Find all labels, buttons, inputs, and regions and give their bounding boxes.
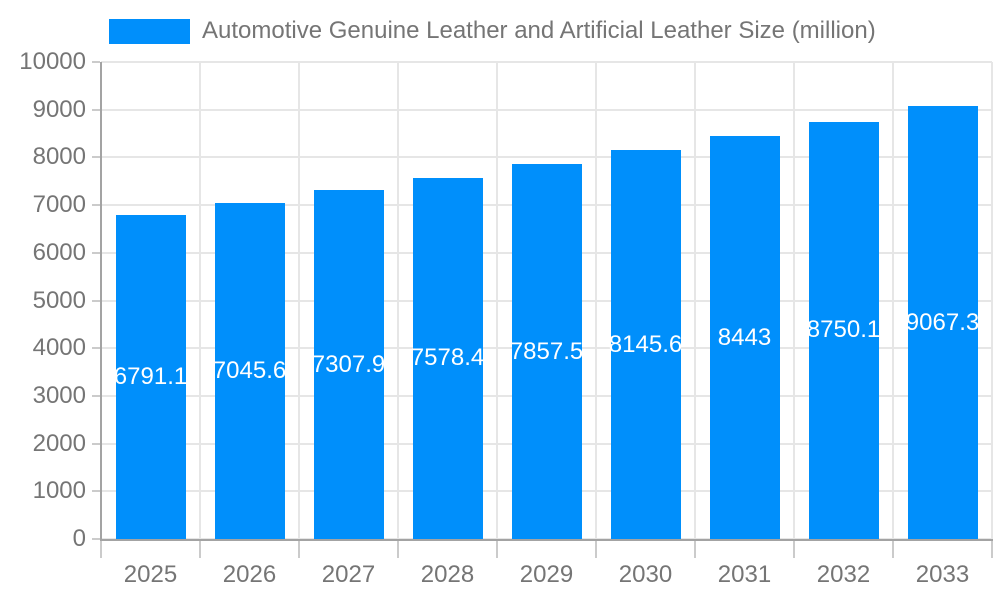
- y-axis-tick-label: 8000: [32, 143, 86, 171]
- vertical-gridline: [496, 62, 498, 539]
- x-axis-tick: [595, 541, 597, 558]
- x-axis-tick-label: 2028: [420, 561, 475, 588]
- bar-2026: [214, 202, 285, 539]
- bar-value-label: 8145.6: [608, 330, 683, 358]
- y-axis-tick: [92, 442, 100, 445]
- x-axis-tick: [991, 541, 993, 558]
- bar-value-label: 6791.1: [113, 363, 188, 391]
- legend: Automotive Genuine Leather and Artificia…: [109, 17, 876, 45]
- vertical-gridline: [892, 62, 894, 539]
- bar-value-label: 9067.3: [905, 308, 980, 336]
- horizontal-gridline: [101, 108, 992, 111]
- y-axis-line: [100, 62, 102, 541]
- x-axis-tick: [694, 541, 696, 558]
- vertical-gridline: [991, 62, 993, 539]
- legend-label: Automotive Genuine Leather and Artificia…: [202, 17, 876, 44]
- y-axis-tick: [92, 204, 100, 207]
- x-axis-tick: [496, 541, 498, 558]
- x-axis-tick-label: 2026: [222, 561, 277, 588]
- bar-2028: [412, 177, 483, 539]
- horizontal-gridline: [101, 156, 992, 159]
- vertical-gridline: [199, 62, 201, 539]
- vertical-gridline: [397, 62, 399, 539]
- x-axis-tick: [298, 541, 300, 558]
- y-axis-tick-label: 5000: [32, 286, 86, 314]
- vertical-gridline: [793, 62, 795, 539]
- bar-2033: [907, 106, 978, 539]
- x-axis-tick: [397, 541, 399, 558]
- x-axis-tick-label: 2031: [717, 561, 772, 588]
- bar-2030: [610, 150, 681, 539]
- vertical-gridline: [595, 62, 597, 539]
- y-axis-tick-label: 3000: [32, 381, 86, 409]
- horizontal-gridline: [101, 61, 992, 63]
- plot-area: 6791.1 7045.6 7307.9 7578.4 7857.5 8145.6 8443…: [92, 61, 993, 558]
- x-axis-tick: [892, 541, 894, 558]
- y-axis-tick: [92, 299, 100, 302]
- y-axis-tick-label: 4000: [32, 334, 86, 362]
- bar-value-label: 7857.5: [509, 337, 584, 365]
- x-axis-tick: [199, 541, 201, 558]
- y-axis-tick: [92, 156, 100, 159]
- y-axis-tick-label: 1000: [32, 477, 86, 505]
- y-axis-tick-label: 6000: [32, 238, 86, 266]
- x-axis-tick-label: 2032: [816, 561, 871, 588]
- bar-2025: [115, 215, 186, 539]
- y-axis-tick: [92, 394, 100, 397]
- y-axis-tick-label: 9000: [32, 95, 86, 123]
- x-axis-tick-label: 2025: [123, 561, 178, 588]
- y-axis-tick-label: 2000: [32, 429, 86, 457]
- y-axis-tick: [92, 251, 100, 254]
- x-axis-tick-label: 2027: [321, 561, 376, 588]
- y-axis-tick: [92, 347, 100, 350]
- legend-swatch: [109, 18, 190, 44]
- bar-value-label: 7578.4: [410, 344, 485, 372]
- bar-value-label: 8750.1: [806, 316, 881, 344]
- x-axis-tick: [100, 541, 102, 558]
- y-axis-tick: [92, 61, 100, 63]
- y-axis-tick: [92, 490, 100, 493]
- vertical-gridline: [298, 62, 300, 539]
- y-axis-tick: [92, 538, 100, 540]
- y-axis-tick-label: 7000: [32, 191, 86, 219]
- x-axis-line: [100, 539, 993, 541]
- y-axis-tick-label: 0: [72, 525, 86, 552]
- x-axis-tick-label: 2033: [915, 561, 970, 588]
- x-axis-tick: [793, 541, 795, 558]
- y-axis-tick-label: 10000: [19, 48, 86, 75]
- bar-value-label: 7307.9: [311, 350, 386, 378]
- bar-2031: [709, 136, 780, 539]
- x-axis-tick-label: 2029: [519, 561, 574, 588]
- bar-2029: [511, 164, 582, 539]
- bar-value-label: 8443: [717, 323, 772, 351]
- vertical-gridline: [694, 62, 696, 539]
- bar-value-label: 7045.6: [212, 356, 287, 384]
- x-axis-tick-label: 2030: [618, 561, 673, 588]
- bar-2027: [313, 190, 384, 539]
- y-axis-tick: [92, 108, 100, 111]
- bar-2032: [808, 121, 879, 539]
